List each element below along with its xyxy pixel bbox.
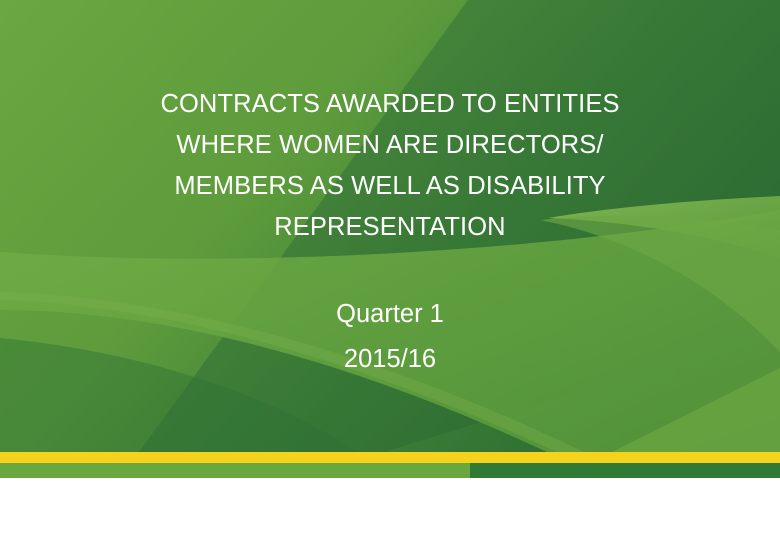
- yellow-accent-band: [0, 452, 780, 463]
- background-swoosh-large: [0, 210, 780, 478]
- background-swoosh-curve-right: [540, 215, 780, 352]
- slide-subtitle: Quarter 1 2015/16: [0, 292, 780, 382]
- green-accent-band-right: [470, 463, 780, 478]
- background-accent-bottom-right: [560, 368, 780, 478]
- subtitle-line-year: 2015/16: [343, 345, 437, 373]
- background-shadow-lower-left: [0, 338, 392, 478]
- background-shapes: [0, 0, 780, 478]
- slide-background-artwork: [0, 0, 780, 478]
- slide-footer: rural development & land reform Departme…: [0, 478, 780, 540]
- subtitle-line-quarter: Quarter 1: [336, 300, 444, 328]
